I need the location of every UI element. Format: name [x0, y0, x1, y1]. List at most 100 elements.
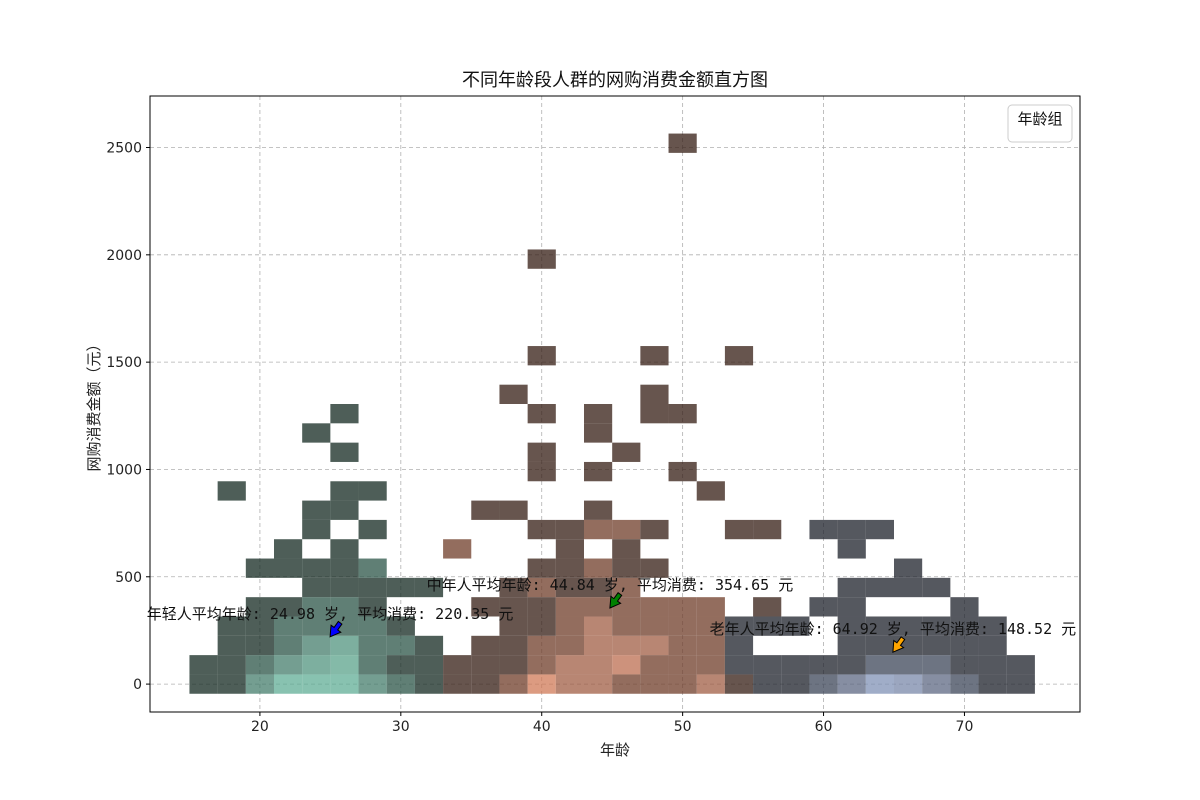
histogram-cell: [781, 655, 810, 675]
histogram-cell: [922, 577, 951, 598]
histogram-cell: [640, 519, 669, 540]
plot-area-frame: [149, 95, 1081, 713]
histogram-cell: [950, 674, 979, 694]
histogram-cell: [527, 616, 556, 636]
histogram-cell: [358, 597, 387, 617]
histogram-cell: [330, 404, 359, 424]
histogram-cell: [640, 558, 669, 578]
histogram-cell: [1006, 674, 1035, 694]
histogram-cell: [527, 249, 556, 269]
histogram-cell: [330, 558, 359, 578]
histogram-cell: [922, 635, 951, 656]
histogram-cell: [555, 597, 584, 617]
histogram-cell: [302, 616, 331, 636]
histogram-cell: [978, 616, 1007, 636]
histogram-cell: [696, 655, 725, 675]
histogram-cell: [865, 655, 894, 675]
histogram-cell: [217, 674, 246, 694]
histogram-cell: [696, 597, 725, 617]
histogram-cell: [245, 655, 274, 675]
histogram-cell: [245, 597, 274, 617]
histogram-cell: [358, 655, 387, 675]
histogram-cell: [809, 597, 838, 617]
histogram-cell: [499, 635, 528, 656]
histogram-cell: [865, 519, 894, 540]
histogram-cell: [555, 674, 584, 694]
histogram-cell: [1006, 655, 1035, 675]
histogram-cell: [724, 674, 754, 694]
histogram-cell: [584, 461, 613, 482]
histogram-cell: [837, 577, 866, 598]
histogram-cell: [612, 519, 641, 540]
histogram-cell: [584, 558, 613, 578]
histogram-cell: [865, 674, 894, 694]
histogram-cell: [950, 616, 979, 636]
histogram-cell: [358, 519, 387, 540]
histogram-cell: [443, 674, 472, 694]
histogram-cell: [584, 519, 613, 540]
histogram-cell: [245, 635, 274, 656]
histogram-cell: [584, 597, 613, 617]
histogram-cell: [865, 635, 894, 656]
histogram-cell: [471, 635, 500, 656]
histogram-cell: [386, 616, 415, 636]
annotation-label: 老年人平均年龄: 64.92 岁, 平均消费: 148.52 元: [710, 620, 1077, 638]
histogram-cell: [527, 635, 556, 656]
histogram-cell: [471, 674, 500, 694]
histogram-cell: [302, 423, 331, 443]
annotation-label: 年轻人平均年龄: 24.98 岁, 平均消费: 220.35 元: [147, 605, 514, 623]
x-axis-label: 年龄: [600, 741, 630, 759]
histogram-cell: [302, 674, 331, 694]
histogram-cell: [584, 404, 613, 424]
histogram-cell: [358, 616, 387, 636]
histogram-cell: [302, 500, 331, 520]
histogram-cell: [527, 655, 556, 675]
histogram-cell: [724, 635, 754, 656]
histogram-cell: [584, 635, 613, 656]
histogram-cell: [555, 616, 584, 636]
annotation-label: 中年人平均年龄: 44.84 岁, 平均消费: 354.65 元: [427, 576, 794, 594]
histogram-cell: [217, 481, 246, 501]
annotation-arrow: [892, 636, 906, 653]
legend-title: 年龄组: [1017, 110, 1062, 128]
histogram-cell: [527, 577, 556, 598]
histogram-cell: [612, 616, 641, 636]
histogram-cell: [865, 616, 894, 636]
histogram-cell: [724, 655, 754, 675]
histogram-cell: [612, 635, 641, 656]
histogram-cell: [837, 616, 866, 636]
histogram-cell: [386, 655, 415, 675]
histogram-cell: [302, 635, 331, 656]
histogram-cell: [950, 655, 979, 675]
histogram-cell: [189, 655, 218, 675]
legend: 年龄组: [1007, 104, 1073, 143]
histogram-cell: [837, 597, 866, 617]
histogram-cell: [555, 655, 584, 675]
legend-box: [1007, 104, 1073, 143]
histogram-cell: [894, 577, 923, 598]
histogram-cell: [527, 519, 556, 540]
histogram-cell: [584, 616, 613, 636]
histogram-cell: [922, 655, 951, 675]
histogram-cell: [217, 635, 246, 656]
histogram-cell: [668, 616, 697, 636]
histogram-cells: [189, 133, 1035, 694]
histogram-cell: [894, 558, 923, 578]
histogram-cell: [302, 519, 331, 540]
histogram-cell: [274, 558, 303, 578]
histogram-cell: [274, 635, 303, 656]
histogram-cell: [696, 481, 725, 501]
histogram-cell: [189, 674, 218, 694]
histogram-cell: [358, 674, 387, 694]
histogram-cell: [274, 539, 303, 559]
histogram-cell: [640, 616, 669, 636]
histogram-cell: [640, 404, 669, 424]
histogram-cell: [527, 442, 556, 462]
histogram-cell: [809, 655, 838, 675]
x-tick-label: 60: [815, 719, 833, 735]
histogram-cell: [443, 539, 472, 559]
histogram-cell: [414, 635, 444, 656]
histogram-cell: [640, 674, 669, 694]
histogram-cell: [668, 461, 697, 482]
